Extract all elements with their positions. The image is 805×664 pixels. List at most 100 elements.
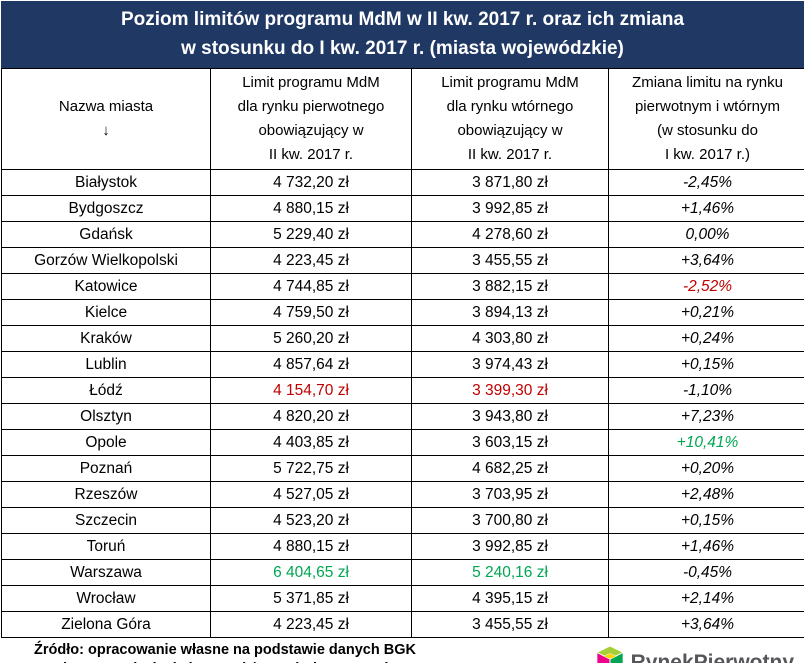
change-cell: +2,48% bbox=[608, 481, 804, 508]
secondary-limit-cell: 3 700,80 zł bbox=[411, 507, 609, 534]
table-row: Opole 4 403,85 zł 3 603,15 zł +10,41% bbox=[1, 429, 804, 456]
table-header: Nazwa miasta ↓ Limit programu MdM dla ry… bbox=[1, 68, 804, 170]
secondary-limit-cell: 3 399,30 zł bbox=[411, 377, 609, 404]
city-cell: Kraków bbox=[1, 325, 211, 352]
table-row: Warszawa 6 404,65 zł 5 240,16 zł -0,45% bbox=[1, 559, 804, 586]
secondary-limit-cell: 3 871,80 zł bbox=[411, 169, 609, 196]
table-row: Poznań 5 722,75 zł 4 682,25 zł +0,20% bbox=[1, 455, 804, 482]
secondary-limit-cell: 5 240,16 zł bbox=[411, 559, 609, 586]
secondary-limit-cell: 3 992,85 zł bbox=[411, 195, 609, 222]
change-cell: +0,15% bbox=[608, 507, 804, 534]
table-row: Gdańsk 5 229,40 zł 4 278,60 zł 0,00% bbox=[1, 221, 804, 248]
change-cell: +3,64% bbox=[608, 247, 804, 274]
title-line-1: Poziom limitów programu MdM w II kw. 201… bbox=[120, 9, 685, 30]
city-cell: Warszawa bbox=[1, 559, 211, 586]
city-cell: Bydgoszcz bbox=[1, 195, 211, 222]
table-header-row: Nazwa miasta ↓ Limit programu MdM dla ry… bbox=[1, 68, 804, 170]
primary-limit-cell: 4 880,15 zł bbox=[210, 533, 412, 560]
primary-limit-cell: 4 523,20 zł bbox=[210, 507, 412, 534]
change-cell: 0,00% bbox=[608, 221, 804, 248]
city-cell: Szczecin bbox=[1, 507, 211, 534]
primary-limit-cell: 5 260,20 zł bbox=[210, 325, 412, 352]
primary-limit-cell: 5 229,40 zł bbox=[210, 221, 412, 248]
title-line-2: w stosunku do I kw. 2017 r. (miasta woje… bbox=[181, 38, 624, 59]
table-row: Szczecin 4 523,20 zł 3 700,80 zł +0,15% bbox=[1, 507, 804, 534]
cube-logo-icon bbox=[595, 645, 625, 663]
column-header-city: Nazwa miasta ↓ bbox=[1, 68, 211, 170]
column-header-primary-limit: Limit programu MdM dla rynku pierwotnego… bbox=[210, 68, 412, 170]
secondary-limit-cell: 4 395,15 zł bbox=[411, 585, 609, 612]
primary-limit-cell: 4 223,45 zł bbox=[210, 247, 412, 274]
primary-limit-cell: 4 403,85 zł bbox=[210, 429, 412, 456]
primary-limit-cell: 4 880,15 zł bbox=[210, 195, 412, 222]
footer: Źródło: opracowanie własne na podstawie … bbox=[1, 638, 804, 664]
primary-limit-cell: 4 857,64 zł bbox=[210, 351, 412, 378]
table-row: Wrocław 5 371,85 zł 4 395,15 zł +2,14% bbox=[1, 585, 804, 612]
primary-limit-cell: 5 371,85 zł bbox=[210, 585, 412, 612]
change-cell: +1,46% bbox=[608, 533, 804, 560]
change-cell: +7,23% bbox=[608, 403, 804, 430]
city-cell: Białystok bbox=[1, 169, 211, 196]
change-cell: +10,41% bbox=[608, 429, 804, 456]
change-cell: -0,45% bbox=[608, 559, 804, 586]
city-cell: Lublin bbox=[1, 351, 211, 378]
primary-limit-cell: 4 759,50 zł bbox=[210, 299, 412, 326]
change-cell: -1,10% bbox=[608, 377, 804, 404]
title-block: Poziom limitów programu MdM w II kw. 201… bbox=[1, 1, 804, 68]
secondary-limit-cell: 3 943,80 zł bbox=[411, 403, 609, 430]
city-cell: Rzeszów bbox=[1, 481, 211, 508]
city-cell: Toruń bbox=[1, 533, 211, 560]
secondary-limit-cell: 3 974,43 zł bbox=[411, 351, 609, 378]
primary-limit-cell: 6 404,65 zł bbox=[210, 559, 412, 586]
table-row: Białystok 4 732,20 zł 3 871,80 zł -2,45% bbox=[1, 169, 804, 196]
table-row: Gorzów Wielkopolski 4 223,45 zł 3 455,55 z… bbox=[1, 247, 804, 274]
primary-limit-cell: 5 722,75 zł bbox=[210, 455, 412, 482]
change-cell: +3,64% bbox=[608, 611, 804, 638]
change-cell: -2,45% bbox=[608, 169, 804, 196]
city-cell: Gdańsk bbox=[1, 221, 211, 248]
source-line-2: (stan na 4 kwiecień 2017 r.) / RynekPier… bbox=[5, 660, 445, 663]
table-row: Kraków 5 260,20 zł 4 303,80 zł +0,24% bbox=[1, 325, 804, 352]
secondary-limit-cell: 3 992,85 zł bbox=[411, 533, 609, 560]
table-row: Bydgoszcz 4 880,15 zł 3 992,85 zł +1,46% bbox=[1, 195, 804, 222]
table-row: Olsztyn 4 820,20 zł 3 943,80 zł +7,23% bbox=[1, 403, 804, 430]
primary-limit-cell: 4 527,05 zł bbox=[210, 481, 412, 508]
city-cell: Poznań bbox=[1, 455, 211, 482]
city-cell: Łódź bbox=[1, 377, 211, 404]
source-note: Źródło: opracowanie własne na podstawie … bbox=[5, 641, 445, 663]
change-cell: +1,46% bbox=[608, 195, 804, 222]
city-cell: Opole bbox=[1, 429, 211, 456]
change-cell: +2,14% bbox=[608, 585, 804, 612]
primary-limit-cell: 4 223,45 zł bbox=[210, 611, 412, 638]
logo-text: RynekPierwotny bbox=[630, 650, 794, 664]
city-cell: Katowice bbox=[1, 273, 211, 300]
secondary-limit-cell: 3 882,15 zł bbox=[411, 273, 609, 300]
table-row: Lublin 4 857,64 zł 3 974,43 zł +0,15% bbox=[1, 351, 804, 378]
secondary-limit-cell: 4 278,60 zł bbox=[411, 221, 609, 248]
column-header-change: Zmiana limitu na rynku pierwotnym i wtór… bbox=[608, 68, 804, 170]
secondary-limit-cell: 3 894,13 zł bbox=[411, 299, 609, 326]
change-cell: +0,15% bbox=[608, 351, 804, 378]
change-cell: +0,21% bbox=[608, 299, 804, 326]
secondary-limit-cell: 3 603,15 zł bbox=[411, 429, 609, 456]
secondary-limit-cell: 3 703,95 zł bbox=[411, 481, 609, 508]
primary-limit-cell: 4 820,20 zł bbox=[210, 403, 412, 430]
change-cell: +0,24% bbox=[608, 325, 804, 352]
table-row: Katowice 4 744,85 zł 3 882,15 zł -2,52% bbox=[1, 273, 804, 300]
city-cell: Zielona Góra bbox=[1, 611, 211, 638]
city-cell: Wrocław bbox=[1, 585, 211, 612]
table-row: Łódź 4 154,70 zł 3 399,30 zł -1,10% bbox=[1, 377, 804, 404]
secondary-limit-cell: 3 455,55 zł bbox=[411, 247, 609, 274]
change-cell: +0,20% bbox=[608, 455, 804, 482]
primary-limit-cell: 4 154,70 zł bbox=[210, 377, 412, 404]
table-row: Toruń 4 880,15 zł 3 992,85 zł +1,46% bbox=[1, 533, 804, 560]
table-row: Zielona Góra 4 223,45 zł 3 455,55 zł +3,64% bbox=[1, 611, 804, 638]
rynekpierwotny-logo: RynekPierwotny bbox=[595, 645, 794, 664]
source-line-1: Źródło: opracowanie własne na podstawie … bbox=[34, 642, 416, 658]
change-cell: -2,52% bbox=[608, 273, 804, 300]
secondary-limit-cell: 4 303,80 zł bbox=[411, 325, 609, 352]
city-cell: Gorzów Wielkopolski bbox=[1, 247, 211, 274]
city-cell: Kielce bbox=[1, 299, 211, 326]
secondary-limit-cell: 3 455,55 zł bbox=[411, 611, 609, 638]
